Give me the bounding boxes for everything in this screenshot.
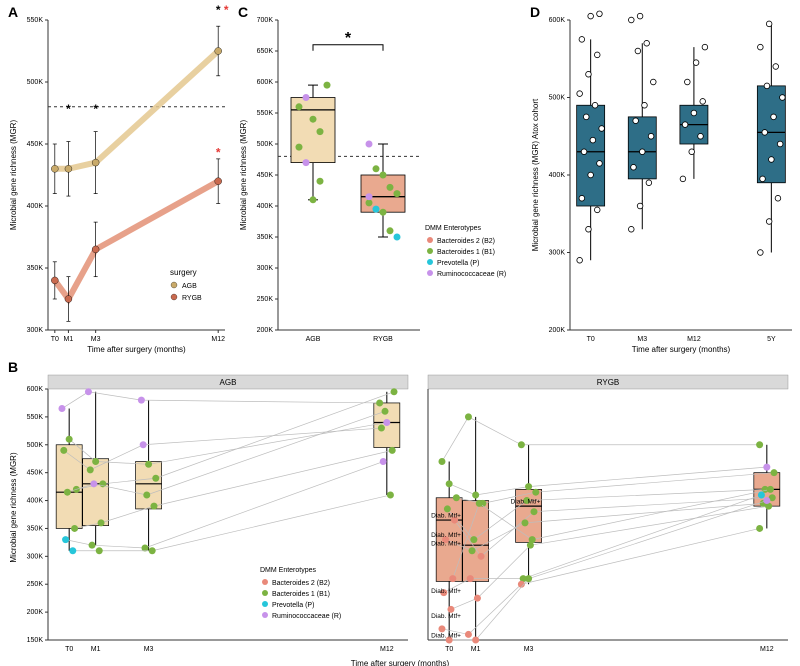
svg-text:400K: 400K (27, 203, 44, 210)
svg-text:Time after surgery (months): Time after surgery (months) (351, 659, 450, 666)
svg-text:T0: T0 (587, 336, 595, 343)
svg-text:Bacteroides 1 (B1): Bacteroides 1 (B1) (437, 249, 495, 256)
svg-text:550K: 550K (27, 414, 44, 421)
svg-text:400K: 400K (27, 498, 44, 505)
svg-text:T0: T0 (445, 646, 453, 653)
svg-text:M1: M1 (471, 646, 481, 653)
svg-text:M3: M3 (637, 336, 647, 343)
svg-text:350K: 350K (27, 265, 44, 272)
svg-text:Ruminococcaceae (R): Ruminococcaceae (R) (437, 271, 506, 278)
svg-text:200K: 200K (257, 327, 274, 334)
svg-text:600K: 600K (257, 79, 274, 86)
svg-text:550K: 550K (257, 110, 274, 117)
svg-text:Bacteroides 2 (B2): Bacteroides 2 (B2) (437, 238, 495, 245)
svg-text:Diab. Mtf+: Diab. Mtf+ (431, 540, 461, 547)
svg-text:600K: 600K (27, 386, 44, 393)
svg-text:RYGB: RYGB (597, 378, 620, 387)
svg-text:A: A (8, 4, 18, 20)
svg-text:Diab. Mtf+: Diab. Mtf+ (431, 588, 461, 595)
svg-text:400K: 400K (257, 203, 274, 210)
svg-text:Bacteroides 2 (B2): Bacteroides 2 (B2) (272, 580, 330, 587)
svg-text:*: * (216, 3, 221, 17)
svg-text:Diab. Mtf+: Diab. Mtf+ (431, 632, 461, 639)
svg-text:Microbial gene richness (MGR): Microbial gene richness (MGR) (9, 452, 18, 563)
svg-text:Bacteroides 1 (B1): Bacteroides 1 (B1) (272, 591, 330, 598)
svg-text:200K: 200K (549, 327, 566, 334)
svg-text:250K: 250K (257, 296, 274, 303)
svg-text:B: B (8, 359, 18, 375)
svg-text:700K: 700K (257, 17, 274, 24)
svg-text:Ruminococcaceae (R): Ruminococcaceae (R) (272, 613, 341, 620)
svg-text:AGB: AGB (306, 336, 321, 343)
svg-text:M12: M12 (687, 336, 701, 343)
svg-text:Microbial gene richness (MGR): Microbial gene richness (MGR) (9, 120, 18, 231)
svg-text:350K: 350K (27, 525, 44, 532)
figure-svg: A 300K 350K 400K 450K 500K 550K T0 M1 M3 M12 Time a… (0, 0, 800, 666)
svg-text:500K: 500K (27, 79, 44, 86)
svg-text:DMM Enterotypes: DMM Enterotypes (260, 567, 317, 574)
svg-text:5Y: 5Y (767, 336, 776, 343)
svg-text:T0: T0 (51, 336, 59, 343)
svg-text:Microbial gene richness (MGR): Microbial gene richness (MGR) (239, 120, 248, 231)
svg-text:300K: 300K (27, 553, 44, 560)
svg-text:M3: M3 (524, 646, 534, 653)
svg-text:AGB: AGB (220, 378, 237, 387)
svg-text:M1: M1 (64, 336, 74, 343)
svg-text:T0: T0 (65, 646, 73, 653)
svg-text:550K: 550K (27, 17, 44, 24)
svg-text:300K: 300K (27, 327, 44, 334)
svg-text:Microbial gene richness (MGR): Microbial gene richness (MGR) Atox cohor… (531, 98, 540, 251)
svg-text:300K: 300K (549, 250, 566, 257)
svg-text:500K: 500K (27, 442, 44, 449)
svg-text:M12: M12 (380, 646, 394, 653)
svg-text:350K: 350K (257, 234, 274, 241)
svg-text:AGB: AGB (182, 283, 197, 290)
svg-text:*: * (224, 3, 229, 17)
svg-text:Prevotella (P): Prevotella (P) (437, 260, 479, 267)
svg-text:Time after surgery (months): Time after surgery (months) (632, 345, 731, 354)
svg-text:M3: M3 (91, 336, 101, 343)
svg-text:300K: 300K (257, 265, 274, 272)
svg-text:Diab. Mtf+: Diab. Mtf+ (431, 532, 461, 539)
svg-text:450K: 450K (27, 470, 44, 477)
svg-text:500K: 500K (549, 95, 566, 102)
svg-text:*: * (66, 102, 71, 116)
svg-text:RYGB: RYGB (373, 336, 393, 343)
svg-text:*: * (93, 102, 98, 116)
svg-text:600K: 600K (549, 17, 566, 24)
svg-text:M1: M1 (91, 646, 101, 653)
svg-text:*: * (216, 145, 221, 159)
svg-text:Diab. Mtf+: Diab. Mtf+ (431, 613, 461, 620)
svg-text:D: D (530, 4, 540, 20)
svg-text:650K: 650K (257, 48, 274, 55)
svg-text:400K: 400K (549, 172, 566, 179)
svg-text:M12: M12 (760, 646, 774, 653)
svg-text:RYGB: RYGB (182, 295, 202, 302)
svg-text:450K: 450K (257, 172, 274, 179)
svg-text:Diab. Mtf+: Diab. Mtf+ (431, 513, 461, 520)
svg-text:C: C (238, 4, 248, 20)
svg-text:200K: 200K (27, 609, 44, 616)
svg-text:450K: 450K (27, 141, 44, 148)
svg-text:Time after surgery (months): Time after surgery (months) (87, 345, 186, 354)
svg-text:150K: 150K (27, 637, 44, 644)
svg-text:Diab. Mtf+: Diab. Mtf+ (511, 499, 541, 506)
svg-text:500K: 500K (257, 141, 274, 148)
svg-text:Prevotella (P): Prevotella (P) (272, 602, 314, 609)
svg-text:M3: M3 (144, 646, 154, 653)
svg-text:*: * (345, 30, 352, 47)
svg-text:M12: M12 (211, 336, 225, 343)
svg-text:DMM Enterotypes: DMM Enterotypes (425, 225, 482, 232)
svg-text:surgery: surgery (170, 268, 197, 277)
svg-text:250K: 250K (27, 581, 44, 588)
